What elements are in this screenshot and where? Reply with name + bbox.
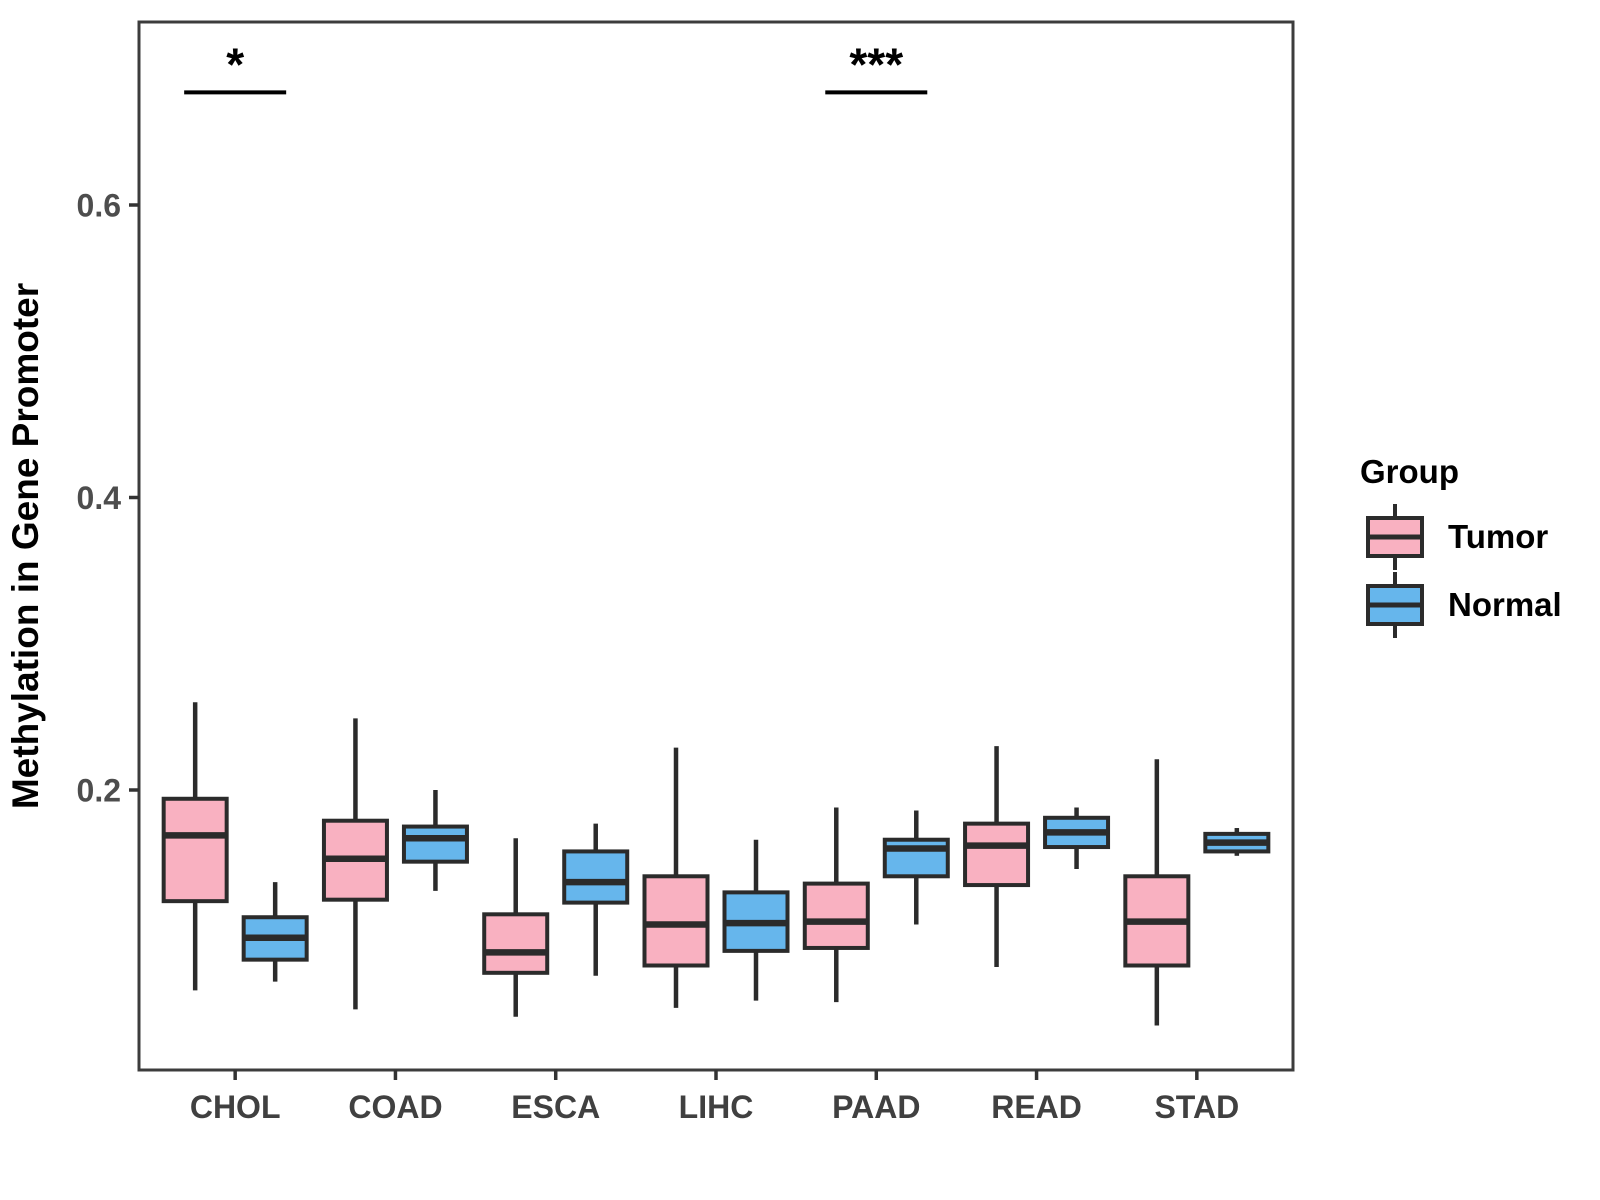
x-tick-label-CHOL: CHOL bbox=[190, 1089, 281, 1125]
y-axis-title: Methylation in Gene Promoter bbox=[5, 283, 46, 809]
box-STAD-Normal bbox=[1203, 828, 1271, 856]
y-tick-label: 0.4 bbox=[77, 480, 122, 516]
x-tick-label-LIHC: LIHC bbox=[679, 1089, 754, 1125]
box-COAD-Normal bbox=[401, 790, 469, 891]
box-CHOL-Tumor bbox=[161, 702, 229, 991]
iqr-box bbox=[562, 849, 630, 905]
legend-label-normal: Normal bbox=[1448, 586, 1562, 623]
box-ESCA-Normal bbox=[562, 823, 630, 976]
significance-PAAD: *** bbox=[825, 38, 928, 95]
significance-stars: * bbox=[226, 38, 244, 90]
legend-label-tumor: Tumor bbox=[1448, 518, 1548, 555]
box-COAD-Tumor bbox=[321, 718, 389, 1010]
iqr-box bbox=[482, 912, 550, 975]
y-tick-label: 0.6 bbox=[77, 188, 121, 224]
box-READ-Normal bbox=[1043, 807, 1111, 869]
legend: Group Tumor Normal bbox=[1360, 453, 1562, 638]
box-LIHC-Tumor bbox=[642, 747, 710, 1008]
iqr-box bbox=[642, 874, 710, 968]
iqr-box bbox=[963, 821, 1031, 888]
box-ESCA-Tumor bbox=[482, 838, 550, 1017]
iqr-box bbox=[401, 824, 469, 864]
x-tick-label-ESCA: ESCA bbox=[511, 1089, 600, 1125]
x-tick-label-COAD: COAD bbox=[348, 1089, 442, 1125]
iqr-box bbox=[802, 881, 870, 950]
legend-title: Group bbox=[1360, 453, 1459, 490]
panel-border bbox=[137, 20, 1295, 1072]
x-axis: CHOL COAD ESCA LIHC PAAD READ STAD bbox=[190, 1070, 1239, 1125]
box-PAAD-Normal bbox=[882, 810, 950, 925]
y-axis: 0.2 0.4 0.6 bbox=[77, 188, 139, 809]
iqr-box bbox=[882, 837, 950, 879]
y-tick-label: 0.2 bbox=[77, 773, 121, 809]
significance-stars: *** bbox=[849, 38, 903, 90]
iqr-box bbox=[161, 796, 229, 904]
x-tick-label-STAD: STAD bbox=[1154, 1089, 1239, 1125]
box-LIHC-Normal bbox=[722, 839, 790, 1001]
x-tick-label-PAAD: PAAD bbox=[832, 1089, 920, 1125]
box-PAAD-Tumor bbox=[802, 807, 870, 1003]
significance-CHOL: * bbox=[184, 38, 287, 95]
legend-entry-normal: Normal bbox=[1366, 572, 1562, 638]
x-tick-label-READ: READ bbox=[991, 1089, 1082, 1125]
box-STAD-Tumor bbox=[1123, 759, 1191, 1026]
box-READ-Tumor bbox=[963, 746, 1031, 967]
box-CHOL-Normal bbox=[241, 882, 309, 982]
legend-entry-tumor: Tumor bbox=[1366, 504, 1548, 570]
